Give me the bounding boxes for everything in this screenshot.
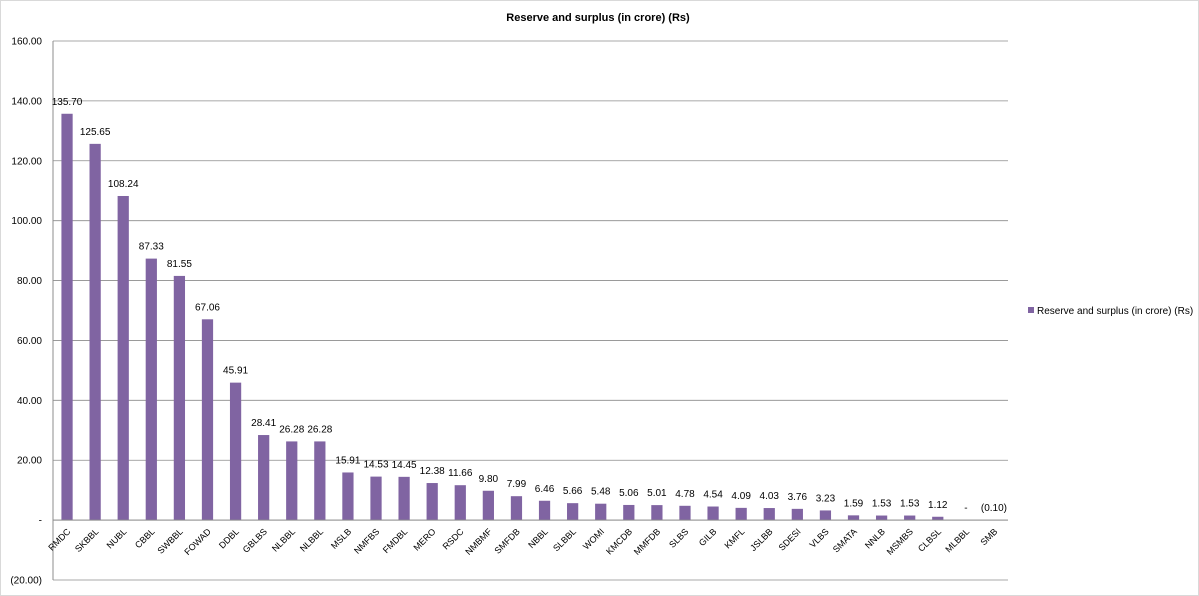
chart-title: Reserve and surplus (in crore) (Rs) xyxy=(506,12,690,24)
bar xyxy=(932,516,944,521)
data-label: 12.38 xyxy=(420,466,445,477)
legend-swatch xyxy=(1028,307,1034,313)
bar xyxy=(595,503,607,521)
bar xyxy=(117,195,129,521)
bar xyxy=(314,441,326,521)
data-label: 87.33 xyxy=(139,242,164,253)
data-label: 135.70 xyxy=(52,97,83,108)
bar xyxy=(61,113,73,521)
bar xyxy=(258,435,270,521)
data-label: - xyxy=(964,503,967,514)
data-label: 15.91 xyxy=(335,455,360,466)
y-tick-label: 20.00 xyxy=(17,456,42,467)
data-label: 6.46 xyxy=(535,484,555,495)
bar xyxy=(623,504,635,521)
data-label: 1.53 xyxy=(900,499,920,510)
data-label: 11.66 xyxy=(448,468,473,479)
data-label: 4.54 xyxy=(703,490,723,501)
data-label: 81.55 xyxy=(167,259,192,270)
data-label: 5.66 xyxy=(563,486,583,497)
data-label: 7.99 xyxy=(507,479,527,490)
bar xyxy=(173,275,186,521)
bar xyxy=(370,476,382,521)
bar xyxy=(201,319,214,521)
y-tick-label: 120.00 xyxy=(11,156,42,167)
data-label: 26.28 xyxy=(279,424,304,435)
bar xyxy=(679,505,691,521)
data-label: 9.80 xyxy=(479,474,499,485)
bar xyxy=(875,515,888,521)
y-tick-label: - xyxy=(39,516,42,527)
bar xyxy=(398,476,410,521)
data-label: 45.91 xyxy=(223,366,248,377)
bar xyxy=(791,508,803,521)
data-label: 1.12 xyxy=(928,500,948,511)
data-label: 1.59 xyxy=(844,498,864,509)
data-label: 4.03 xyxy=(760,491,780,502)
bar xyxy=(426,483,438,521)
bar xyxy=(538,500,551,521)
data-label: 3.23 xyxy=(816,493,836,504)
bar xyxy=(89,143,101,521)
y-tick-label: 100.00 xyxy=(11,216,42,227)
bar xyxy=(145,258,157,521)
data-label: 5.01 xyxy=(647,488,667,499)
data-label: 3.76 xyxy=(788,492,808,503)
bar xyxy=(510,496,523,521)
data-label: 26.28 xyxy=(307,424,332,435)
data-label: 14.45 xyxy=(392,460,417,471)
bars xyxy=(61,113,1000,521)
y-axis-ticks: (20.00) - 20.00 40.00 60.00 80.00 100.00 120.00… xyxy=(10,37,42,587)
bar xyxy=(904,515,916,521)
y-tick-label: 160.00 xyxy=(11,37,42,48)
bar xyxy=(847,515,860,521)
y-tick-label: 140.00 xyxy=(11,96,42,107)
bar xyxy=(342,472,354,521)
bar xyxy=(735,507,747,521)
data-label: 5.48 xyxy=(591,487,611,498)
bar xyxy=(454,485,466,521)
data-label: 4.78 xyxy=(675,489,695,500)
y-tick-label: (20.00) xyxy=(10,576,42,587)
legend-label: Reserve and surplus (in crore) (Rs) xyxy=(1037,306,1193,317)
bar xyxy=(651,505,663,521)
data-label: 1.53 xyxy=(872,499,892,510)
data-label: 125.65 xyxy=(80,127,111,138)
data-label: 108.24 xyxy=(108,179,139,190)
bar xyxy=(567,503,579,521)
bar xyxy=(819,510,832,521)
y-tick-label: 80.00 xyxy=(17,276,42,287)
bar xyxy=(707,506,719,521)
data-label: (0.10) xyxy=(981,503,1007,514)
y-tick-label: 60.00 xyxy=(17,336,42,347)
bar xyxy=(286,441,298,521)
bar xyxy=(229,382,242,521)
legend: Reserve and surplus (in crore) (Rs) xyxy=(1028,306,1193,317)
data-label: 14.53 xyxy=(363,460,388,471)
bar xyxy=(763,508,775,521)
data-label: 5.06 xyxy=(619,488,639,499)
bar xyxy=(482,490,494,521)
data-label: 67.06 xyxy=(195,302,220,313)
data-label: 28.41 xyxy=(251,418,276,429)
axes xyxy=(52,41,1008,580)
data-label: 4.09 xyxy=(731,491,751,502)
y-tick-label: 40.00 xyxy=(17,396,42,407)
